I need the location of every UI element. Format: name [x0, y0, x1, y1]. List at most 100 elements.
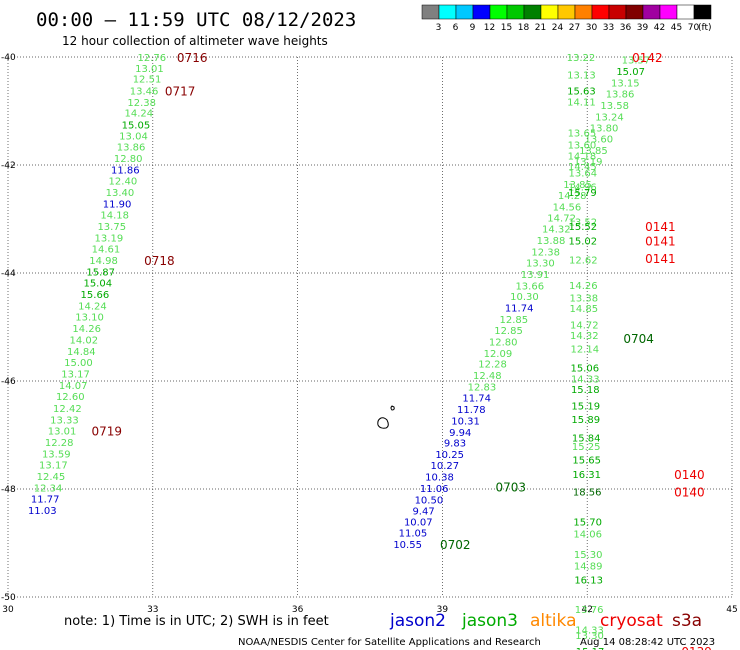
lon-tick-label: 42	[581, 605, 592, 615]
wave-height-value: 15.79	[568, 188, 597, 199]
wave-height-value: 14.32	[542, 225, 571, 236]
wave-height-value: 12.42	[53, 404, 82, 415]
wave-height-value: 13.22	[567, 53, 596, 64]
wave-height-value: 10.55	[393, 540, 422, 551]
wave-height-value: 11.86	[111, 165, 140, 176]
wave-height-value: 12.28	[45, 438, 74, 449]
lat-tick-label: -40	[1, 53, 16, 63]
legend-swatch	[693, 4, 712, 20]
footer-note: note: 1) Time is in UTC; 2) SWH is in fe…	[64, 614, 329, 629]
wave-height-value: 13.85	[579, 146, 608, 157]
wave-height-value: 15.17	[576, 647, 605, 650]
satellite-legend-item: s3a	[672, 611, 702, 631]
legend-swatch	[642, 4, 661, 20]
wave-height-value: 13.33	[50, 415, 79, 426]
wave-height-value: 9.94	[449, 428, 471, 439]
wave-height-value: 11.06	[420, 484, 449, 495]
pass-time-labels: 0716071707180719014201410141014107040703…	[92, 51, 712, 650]
satellite-legend-item: jason2	[389, 611, 446, 631]
wave-height-value: 14.85	[570, 304, 599, 315]
wave-height-value: 12.45	[37, 472, 66, 483]
wave-height-value: 15.52	[569, 222, 598, 233]
axis-labels: 30 33 36 39 42 45 -40 -42 -44 -46 -48 -50	[1, 53, 738, 615]
wave-height-value: 10.50	[415, 495, 444, 506]
legend-tick-label: 42	[654, 23, 665, 33]
wave-height-value: 10.07	[404, 517, 433, 528]
wave-height-value: 14.28	[558, 191, 587, 202]
legend-swatch	[472, 4, 491, 20]
legend-tick-label: 33	[603, 23, 614, 33]
legend-swatch	[625, 4, 644, 20]
legend-tick-label: 39	[637, 23, 649, 33]
wave-height-value: 14.98	[89, 256, 118, 267]
wave-height-value: 15.04	[83, 279, 112, 290]
wave-height-value: 12.80	[489, 338, 518, 349]
wave-height-value: 13.76	[575, 605, 604, 616]
wave-height-value: 13.60	[568, 140, 597, 151]
satellite-legend-item: altika	[530, 611, 577, 631]
wave-height-value: 13.24	[595, 112, 624, 123]
legend-swatch	[574, 4, 593, 20]
wave-height-value: 15.05	[122, 121, 151, 132]
legend-tick-label: 27	[569, 23, 580, 33]
wave-height-value: 14.89	[574, 562, 603, 573]
wave-height-value: 13.04	[119, 131, 148, 142]
wave-height-value: 12.60	[56, 392, 85, 403]
wave-height-value: 10.25	[435, 450, 464, 461]
wave-height-value: 15.87	[86, 267, 115, 278]
wave-height-value: 15.07	[616, 67, 645, 78]
legend-swatch	[557, 4, 576, 20]
wave-height-value: 15.02	[569, 237, 598, 248]
wave-height-value: 13.17	[39, 461, 68, 472]
pass-time-label: 0719	[92, 425, 123, 439]
legend-tick-label: 9	[470, 23, 476, 33]
pass-time-label: 0139	[681, 645, 712, 650]
wave-height-value: 10.30	[510, 292, 539, 303]
wave-height-value: 14.33	[571, 374, 600, 385]
wave-height-value: 14.18	[568, 151, 597, 162]
wave-height-value: 14.26	[72, 324, 101, 335]
wave-height-value: 12.14	[570, 345, 599, 356]
wave-height-value: 15.19	[571, 401, 600, 412]
wave-height-value: 14.24	[124, 109, 153, 120]
wave-height-observations: 12.7613.0112.5113.4612.3814.2415.0513.04…	[28, 53, 650, 650]
wave-height-value: 13.58	[600, 101, 629, 112]
wave-height-value: 13.66	[515, 281, 544, 292]
wave-height-value: 15.65	[572, 455, 601, 466]
color-legend: 3 6 9 12 15 18 21 24 27 30 33 36 39 42 45 70(ft)	[421, 4, 712, 33]
wave-height-value: 15.84	[572, 434, 601, 445]
lat-tick-label: -48	[1, 485, 16, 495]
lon-tick-label: 36	[292, 605, 304, 615]
wave-height-value: 13.65	[568, 129, 597, 140]
wave-height-value: 11.77	[31, 495, 60, 506]
wave-height-value: 11.90	[103, 199, 132, 210]
island-outline	[377, 405, 395, 429]
wave-height-value: 13.30	[575, 631, 604, 642]
wave-height-value: 13.80	[590, 124, 619, 135]
wave-height-value: 10.31	[451, 416, 480, 427]
wave-height-value: 13.19	[574, 157, 603, 168]
wave-height-value: 12.85	[494, 326, 523, 337]
wave-height-value: 11.74	[462, 394, 491, 405]
legend-swatch	[659, 4, 678, 20]
wave-height-value: 13.52	[569, 218, 598, 229]
wave-height-value: 15.66	[81, 290, 110, 301]
wave-height-value: 13.19	[95, 233, 124, 244]
wave-height-value: 15.70	[573, 517, 602, 528]
wave-height-value: 15.63	[567, 86, 596, 97]
wave-height-value: 12.09	[484, 349, 513, 360]
pass-time-label: 0140	[674, 468, 705, 482]
wave-height-value: 10.38	[425, 473, 454, 484]
wave-height-value: 10.27	[430, 461, 459, 472]
wave-height-value: 11.03	[28, 506, 57, 517]
wave-height-value: 11.74	[505, 304, 534, 315]
wave-height-value: 13.17	[61, 369, 90, 380]
wave-height-value: 12.51	[133, 75, 162, 86]
legend-swatch	[591, 4, 610, 20]
wave-height-value: 12.40	[109, 177, 138, 188]
lat-tick-label: -46	[1, 377, 16, 387]
pass-time-label: 0717	[165, 84, 196, 98]
wave-height-value: 14.33	[575, 625, 604, 636]
wave-height-value: 13.57	[622, 56, 651, 67]
